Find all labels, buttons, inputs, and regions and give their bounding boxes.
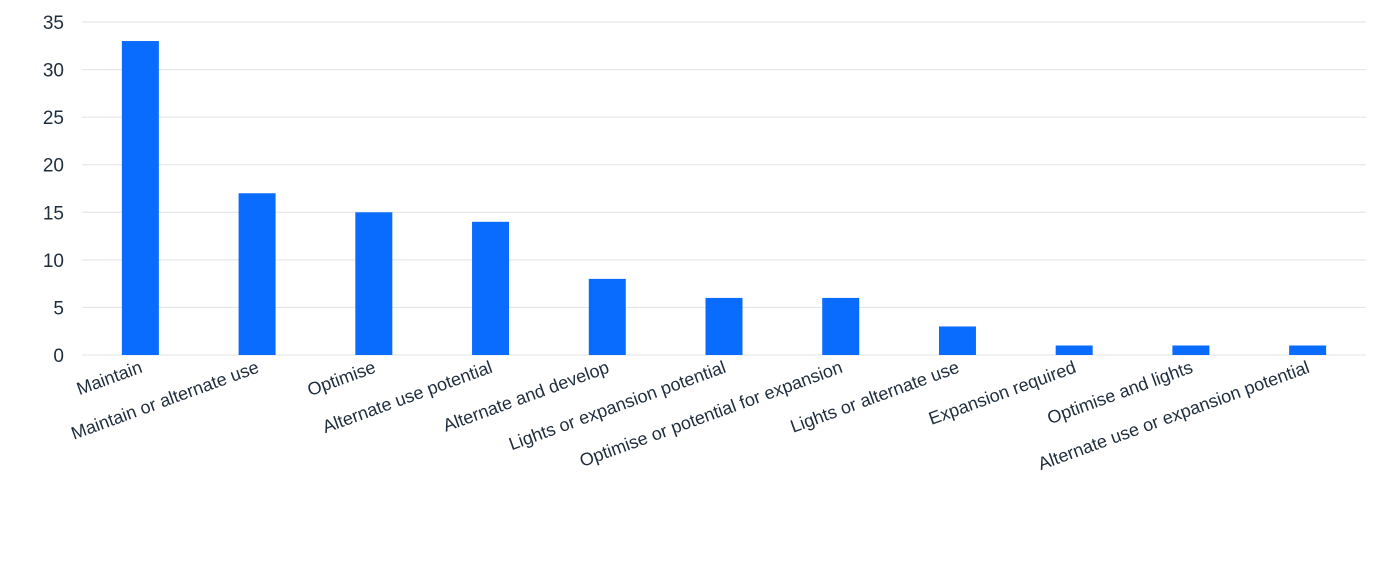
y-axis-tick-labels: 0 5 10 15 20 25 30 35 [43, 13, 64, 367]
bar-6[interactable] [822, 297, 860, 355]
gridlines [82, 21, 1366, 356]
y-tick-label: 5 [53, 298, 64, 319]
bar-0[interactable] [121, 41, 159, 356]
bar-8[interactable] [1055, 345, 1093, 355]
bar-3[interactable] [472, 221, 510, 355]
y-tick-label: 0 [53, 346, 64, 367]
y-tick-label: 25 [43, 108, 64, 129]
bar-5[interactable] [705, 297, 743, 355]
y-tick-label: 20 [43, 156, 64, 177]
bar-9[interactable] [1172, 345, 1210, 355]
y-tick-label: 30 [43, 61, 64, 82]
bar-7[interactable] [938, 326, 976, 355]
x-tick-label: Maintain [74, 357, 145, 399]
x-tick-label: Maintain or alternate use [68, 357, 261, 444]
bar-1[interactable] [238, 193, 276, 355]
bar-10[interactable] [1289, 345, 1327, 355]
y-tick-label: 10 [43, 251, 64, 272]
y-tick-label: 35 [43, 13, 64, 34]
bar-2[interactable] [355, 212, 393, 355]
y-tick-label: 15 [43, 203, 64, 224]
x-tick-label: Optimise [305, 357, 379, 400]
bar-4[interactable] [588, 278, 626, 355]
bars [121, 41, 1327, 356]
